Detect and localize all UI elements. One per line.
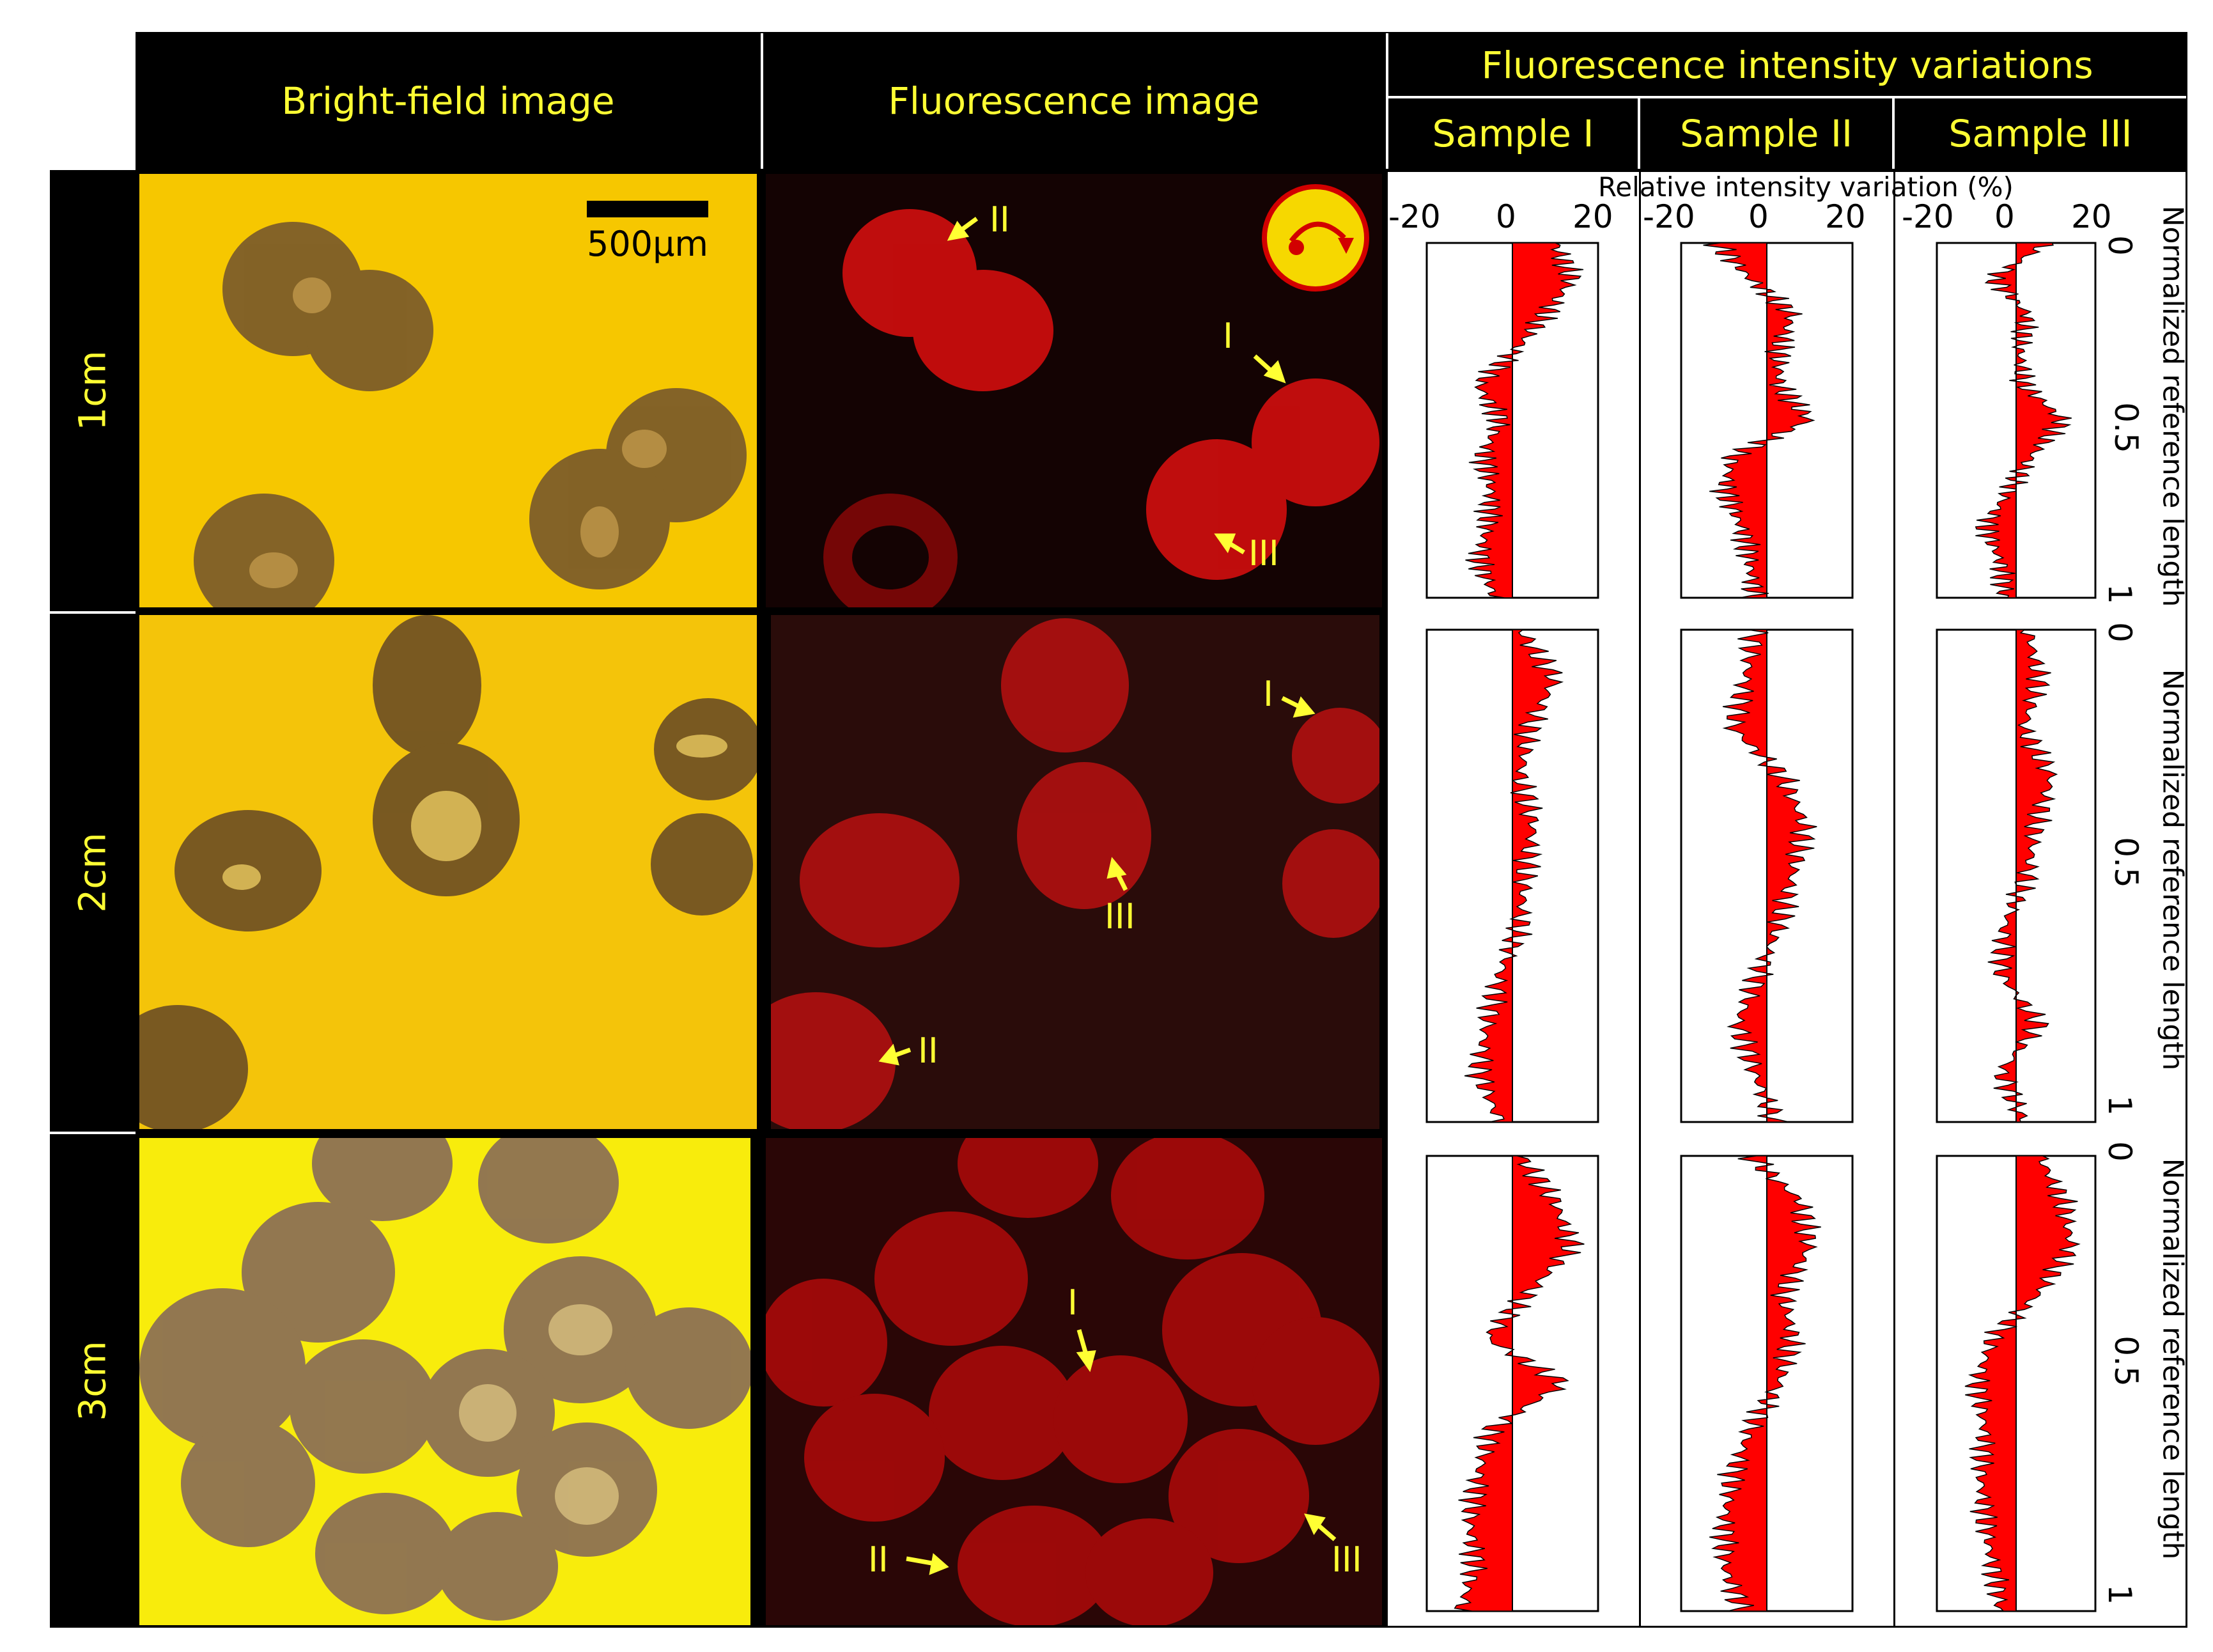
arrow-label: I	[1223, 316, 1233, 356]
bright-field-2cm	[139, 615, 757, 1129]
sample-divider	[1893, 170, 1895, 1628]
fluorescence-2cm: I III II	[771, 615, 1379, 1129]
header-sample-3: Sample III	[1948, 112, 2132, 155]
header-bar	[136, 32, 2187, 170]
x-tick: -20	[1902, 198, 1954, 235]
fluorescence-2cm-art	[771, 618, 1379, 1129]
row-divider	[50, 611, 136, 614]
bright-field-2cm-art	[139, 615, 757, 1129]
intensity-profile	[1975, 242, 2072, 598]
header-intensity: Fluorescence intensity variations	[1481, 43, 2093, 87]
arrow-label: III	[1248, 533, 1279, 573]
fluorescence-3cm-art	[766, 1138, 1379, 1625]
header-sample-1: Sample I	[1432, 112, 1594, 155]
arrow-label: II	[918, 1031, 938, 1071]
header-sample-2: Sample II	[1679, 112, 1853, 155]
intensity-profile	[1987, 629, 2058, 1123]
row-divider	[50, 1132, 136, 1134]
header-bright-field: Bright-field image	[281, 79, 615, 123]
header-divider	[1638, 98, 1640, 169]
sample-divider	[1639, 170, 1641, 1628]
intensity-profile	[1464, 629, 1564, 1123]
fluorescence-1cm-art	[823, 184, 1379, 607]
intensity-profile	[1465, 242, 1584, 598]
arrow-label: III	[1332, 1539, 1362, 1580]
arrow-label: II	[990, 199, 1010, 240]
x-tick: 20	[1825, 198, 1866, 235]
intensity-profile	[1709, 1155, 1821, 1612]
scale-bar	[587, 201, 708, 217]
rotation-icon	[1262, 184, 1369, 292]
arrow-label: I	[1263, 674, 1273, 714]
header-sub-divider	[1388, 96, 2186, 98]
bright-field-3cm	[139, 1138, 750, 1625]
x-tick: 0	[1748, 198, 1769, 235]
arrow-label: III	[1105, 896, 1135, 937]
scale-bar-label: 500µm	[587, 224, 709, 264]
x-tick: 0	[1496, 198, 1516, 235]
intensity-profile	[1703, 242, 1815, 598]
header-divider	[1892, 98, 1895, 169]
bright-field-1cm-art	[194, 201, 747, 607]
bright-field-3cm-art	[139, 1138, 750, 1621]
header-divider	[1386, 33, 1388, 169]
arrow-label: II	[868, 1539, 889, 1580]
x-tick: 0	[1994, 198, 2015, 235]
x-tick: -20	[1388, 198, 1441, 235]
bright-field-1cm: 500µm	[139, 174, 757, 607]
x-axis-label: Relative intensity variation (%)	[1598, 171, 2014, 203]
intensity-profile	[1964, 1155, 2081, 1612]
fluorescence-1cm: II I III	[766, 174, 1382, 607]
header-fluorescence: Fluorescence image	[888, 79, 1260, 123]
header-divider	[761, 33, 763, 169]
arrow-label: I	[1068, 1282, 1078, 1323]
fluorescence-3cm: I II III	[766, 1138, 1382, 1625]
x-tick: -20	[1643, 198, 1695, 235]
intensity-profile	[1454, 1155, 1585, 1612]
row-label-column	[50, 170, 136, 1628]
x-tick: 20	[2071, 198, 2112, 235]
x-tick: 20	[1572, 198, 1613, 235]
intensity-profile	[1722, 629, 1817, 1123]
